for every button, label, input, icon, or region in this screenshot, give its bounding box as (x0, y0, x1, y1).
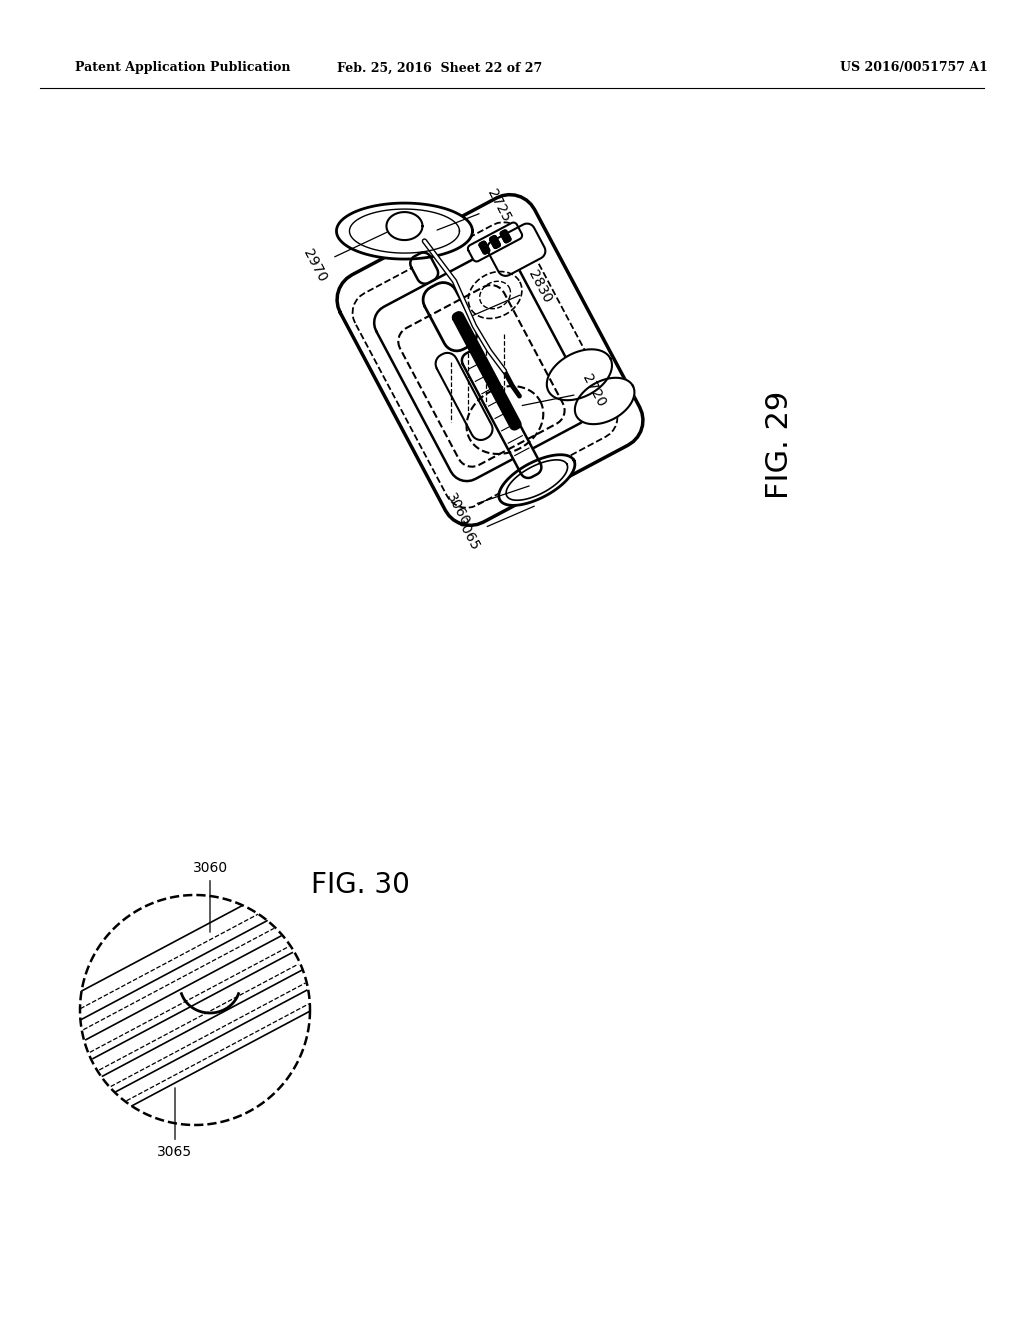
Text: 3060: 3060 (443, 486, 529, 529)
Text: FIG. 30: FIG. 30 (310, 871, 410, 899)
Polygon shape (501, 230, 511, 243)
Polygon shape (80, 895, 310, 1125)
Polygon shape (462, 350, 542, 478)
Polygon shape (489, 236, 500, 248)
Text: 3065: 3065 (453, 506, 535, 554)
Text: 2970: 2970 (301, 232, 387, 285)
Text: 2725: 2725 (437, 187, 513, 230)
Polygon shape (386, 213, 423, 240)
Polygon shape (574, 378, 635, 424)
Polygon shape (487, 223, 546, 276)
Polygon shape (435, 352, 493, 440)
Polygon shape (479, 242, 489, 253)
Text: 3065: 3065 (158, 1088, 193, 1159)
Polygon shape (499, 454, 574, 506)
Text: Feb. 25, 2016  Sheet 22 of 27: Feb. 25, 2016 Sheet 22 of 27 (337, 62, 543, 74)
Polygon shape (468, 223, 522, 261)
Text: FIG. 29: FIG. 29 (766, 391, 795, 499)
Polygon shape (423, 282, 477, 351)
Polygon shape (337, 194, 643, 525)
Polygon shape (374, 249, 590, 480)
Polygon shape (467, 385, 544, 454)
Text: 3060: 3060 (193, 861, 227, 932)
Text: Patent Application Publication: Patent Application Publication (75, 62, 291, 74)
Text: 2720: 2720 (522, 372, 608, 409)
Polygon shape (468, 272, 522, 318)
Text: US 2016/0051757 A1: US 2016/0051757 A1 (840, 62, 988, 74)
Polygon shape (547, 350, 612, 400)
Text: 2830: 2830 (472, 268, 554, 315)
Polygon shape (411, 252, 438, 284)
Polygon shape (454, 313, 520, 429)
Polygon shape (337, 203, 472, 259)
